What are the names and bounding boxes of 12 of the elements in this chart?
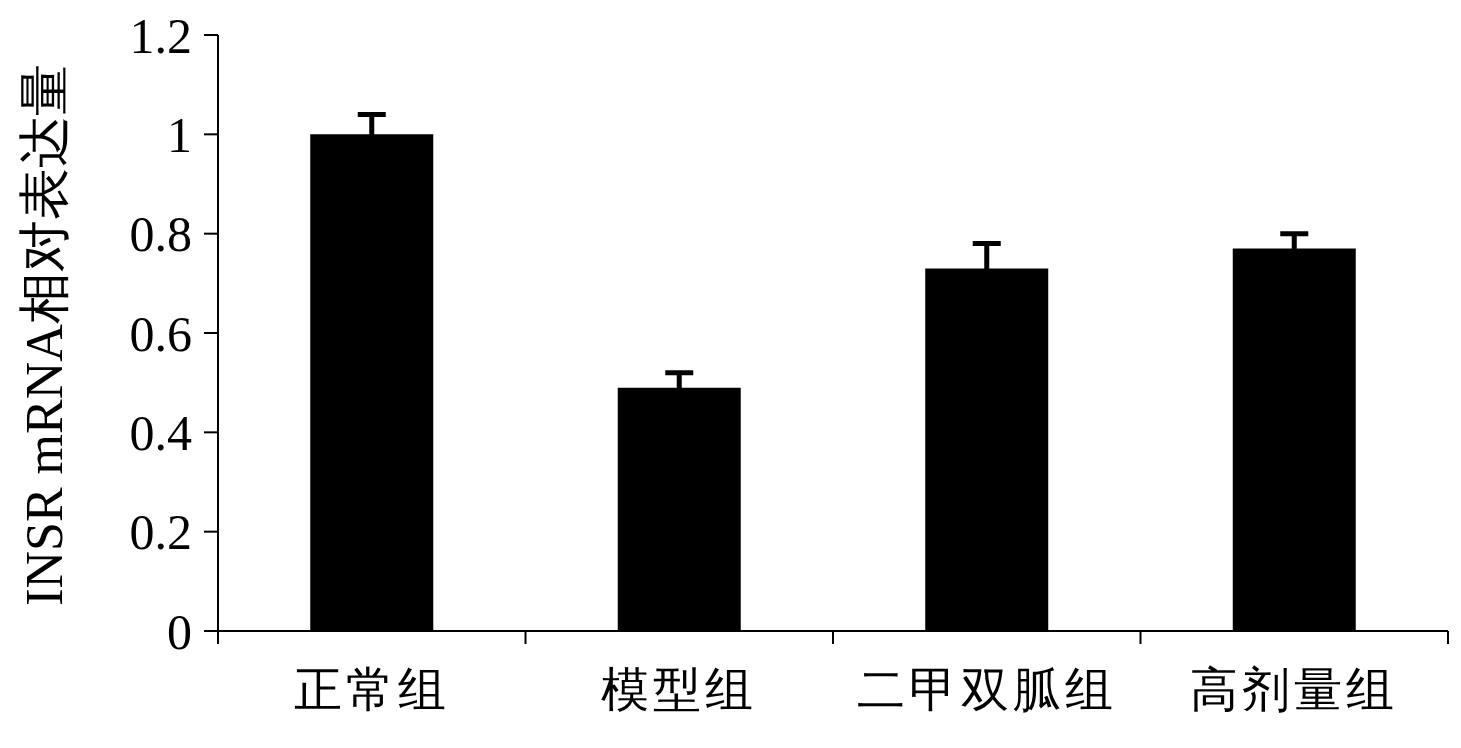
y-tick-label: 1.2 <box>129 7 192 64</box>
y-tick-label: 0 <box>167 603 192 660</box>
y-axis-title: INSR mRNA相对表达量 <box>15 64 73 606</box>
x-tick-label: 二甲双胍组 <box>856 661 1117 717</box>
x-tick-label: 高剂量组 <box>1190 661 1399 717</box>
y-tick-label: 0.2 <box>129 504 192 561</box>
y-tick-label: 1 <box>167 107 192 164</box>
x-tick-label: 模型组 <box>601 661 758 717</box>
y-tick-label: 0.6 <box>129 305 192 362</box>
y-tick-label: 0.4 <box>129 405 192 462</box>
y-tick-label: 0.8 <box>129 206 192 263</box>
x-tick-label: 正常组 <box>293 661 450 717</box>
